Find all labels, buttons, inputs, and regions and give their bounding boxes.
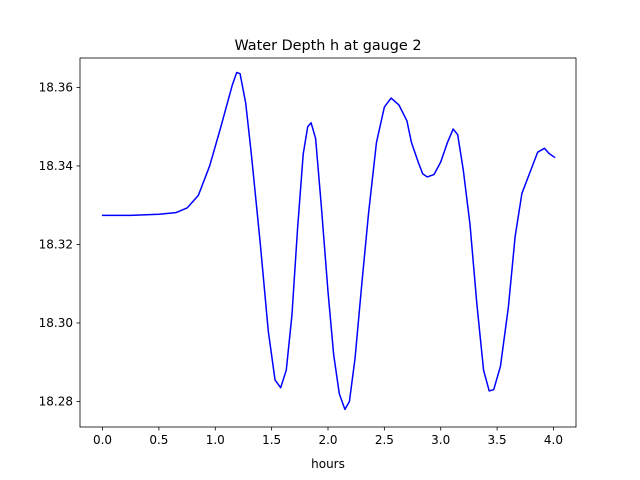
x-tick-label: 3.0 — [431, 433, 450, 447]
y-tick-label: 18.34 — [39, 159, 73, 173]
plot-area — [79, 57, 577, 428]
plot-frame — [79, 57, 577, 428]
chart-title: Water Depth h at gauge 2 — [234, 38, 421, 54]
x-tick-label: 0.5 — [149, 433, 168, 447]
y-tick-label: 18.32 — [39, 237, 73, 251]
x-tick-label: 2.5 — [375, 433, 394, 447]
y-tick-label: 18.36 — [39, 80, 73, 94]
x-tick-label: 0.0 — [93, 433, 112, 447]
y-axis: 18.28 18.30 18.32 18.34 18.36 — [39, 80, 80, 408]
x-axis-label: hours — [311, 457, 345, 471]
x-tick-label: 2.0 — [318, 433, 337, 447]
x-axis: 0.0 0.5 1.0 1.5 2.0 2.5 3.0 3.5 4.0 — [93, 427, 563, 447]
x-tick-label: 4.0 — [544, 433, 563, 447]
series-line-0 — [101, 71, 556, 411]
y-tick-label: 18.30 — [39, 316, 73, 330]
x-tick-label: 1.0 — [206, 433, 225, 447]
x-tick-label: 1.5 — [262, 433, 281, 447]
y-tick-label: 18.28 — [39, 394, 73, 408]
x-tick-label: 3.5 — [488, 433, 507, 447]
